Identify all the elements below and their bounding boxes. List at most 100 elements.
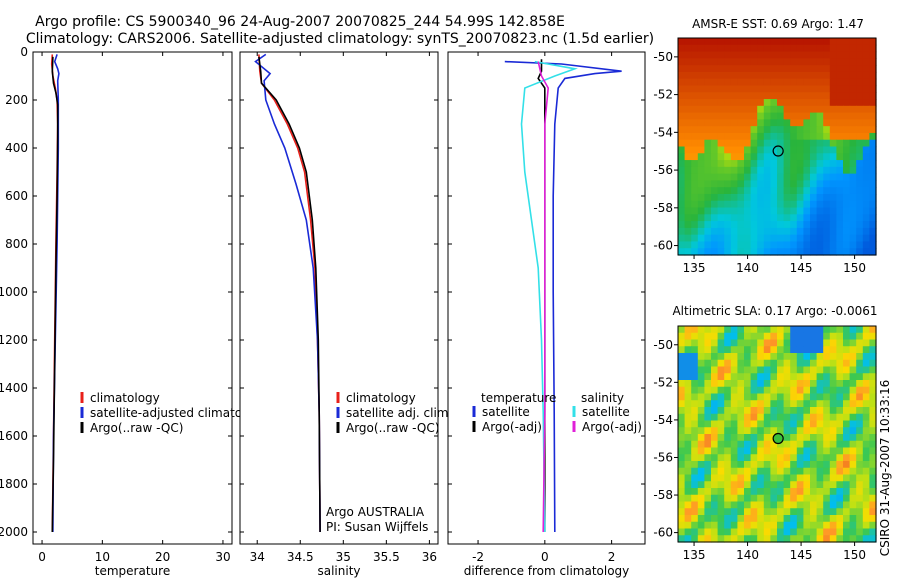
sla-heatmap-cell xyxy=(711,359,719,368)
sla-heatmap-cell xyxy=(717,474,725,482)
sla-heatmap-cell xyxy=(783,420,791,428)
sst-heatmap-cell xyxy=(750,85,758,93)
sst-heatmap-cell xyxy=(737,99,745,107)
sla-heatmap-cell xyxy=(770,386,778,395)
sst-heatmap-cell xyxy=(803,173,811,182)
sst-heatmap-cell xyxy=(724,248,732,256)
sst-heatmap-cell xyxy=(711,132,719,141)
sst-heatmap-cell xyxy=(757,105,765,114)
sla-heatmap-cell xyxy=(737,359,745,368)
sst-heatmap-cell xyxy=(869,119,877,127)
sla-heatmap-cell xyxy=(836,427,844,435)
sst-heatmap-cell xyxy=(697,119,705,127)
sst-heatmap-cell xyxy=(790,105,798,114)
depth-tick-label: 1600 xyxy=(0,429,28,443)
sla-heatmap-cell xyxy=(849,461,857,469)
sst-heatmap-cell xyxy=(783,187,791,195)
sst-heatmap-cell xyxy=(697,85,705,93)
sst-heatmap-cell xyxy=(717,92,725,100)
sla-heatmap-cell xyxy=(829,454,837,462)
sst-heatmap-cell xyxy=(770,65,778,73)
sst-heatmap-cell xyxy=(843,227,851,236)
sla-heatmap-cell xyxy=(770,326,778,334)
sla-heatmap-cell xyxy=(777,521,785,530)
sst-heatmap-cell xyxy=(691,139,699,148)
sst-heatmap-cell xyxy=(823,200,831,209)
sst-heatmap-cell xyxy=(816,44,824,53)
difference-series-line xyxy=(537,61,550,533)
sla-heatmap-cell xyxy=(849,400,857,408)
sla-heatmap-cell xyxy=(684,380,692,388)
sla-heatmap-cell xyxy=(823,386,831,395)
sst-heatmap-cell xyxy=(829,221,837,229)
sst-heatmap-cell xyxy=(724,214,732,222)
sst-heatmap-cell xyxy=(697,234,705,243)
sla-heatmap-cell xyxy=(803,407,811,415)
sst-heatmap-cell xyxy=(790,44,798,53)
sla-heatmap-cell xyxy=(816,515,824,523)
sla-heatmap-cell xyxy=(823,420,831,428)
sla-heatmap-cell xyxy=(750,508,758,516)
sla-heatmap-cell xyxy=(724,339,732,347)
sla-heatmap-cell xyxy=(790,521,798,530)
sst-heatmap-cell xyxy=(869,214,877,222)
temperature-plot-frame xyxy=(32,51,233,545)
sla-heatmap-cell xyxy=(790,467,798,476)
sst-heatmap-cell xyxy=(796,132,804,141)
sla-heatmap-cell xyxy=(678,413,686,422)
sla-heatmap-cell xyxy=(678,501,686,509)
sla-heatmap-cell xyxy=(823,413,831,422)
sst-heatmap-cell xyxy=(816,112,824,120)
sla-heatmap-cell xyxy=(803,413,811,422)
sst-heatmap-cell xyxy=(843,153,851,161)
sst-heatmap-cell xyxy=(803,214,811,222)
sst-heatmap-cell xyxy=(684,99,692,107)
sla-heatmap-cell xyxy=(803,380,811,388)
sla-heatmap-cell xyxy=(704,501,712,509)
sst-heatmap-cell xyxy=(843,105,851,114)
sst-heatmap-cell xyxy=(711,85,719,93)
sst-heatmap-cell xyxy=(823,160,831,168)
sla-heatmap-cell xyxy=(724,386,732,395)
sst-heatmap-cell xyxy=(823,105,831,114)
sst-heatmap-cell xyxy=(810,200,818,209)
sst-heatmap-cell xyxy=(816,180,824,188)
sst-heatmap-cell xyxy=(777,51,785,59)
sla-heatmap-cell xyxy=(783,447,791,455)
sst-heatmap-cell xyxy=(711,241,719,249)
sst-heatmap-cell xyxy=(869,160,877,168)
sst-heatmap-cell xyxy=(829,160,837,168)
sla-heatmap-cell xyxy=(678,528,686,536)
sla-heatmap-cell xyxy=(697,353,705,361)
sla-heatmap-cell xyxy=(678,326,686,334)
sla-heatmap-cell xyxy=(862,434,870,442)
sla-heatmap-cell xyxy=(777,501,785,509)
sst-heatmap-cell xyxy=(790,51,798,59)
sla-heatmap-cell xyxy=(836,434,844,442)
sst-heatmap-cell xyxy=(770,207,778,215)
sla-heatmap-cell xyxy=(862,373,870,381)
sst-heatmap-cell xyxy=(803,112,811,120)
sst-heatmap-cell xyxy=(684,38,692,46)
sst-heatmap-cell xyxy=(763,78,771,87)
sst-heatmap-cell xyxy=(796,227,804,236)
sla-heatmap-cell xyxy=(829,400,837,408)
sst-heatmap-cell xyxy=(757,227,765,236)
sst-heatmap-cell xyxy=(750,200,758,209)
sst-heatmap-cell xyxy=(803,44,811,53)
sla-heatmap-cell xyxy=(763,413,771,422)
sst-heatmap-cell xyxy=(849,71,857,80)
sst-heatmap-cell xyxy=(711,173,719,182)
sst-heatmap-cell xyxy=(757,248,765,256)
sst-heatmap-cell xyxy=(744,241,752,249)
sst-heatmap-cell xyxy=(829,207,837,215)
sst-heatmap-cell xyxy=(744,139,752,148)
sla-heatmap-cell xyxy=(816,474,824,482)
sst-heatmap-cell xyxy=(777,180,785,188)
sst-heatmap-cell xyxy=(730,166,738,175)
sla-heatmap-cell xyxy=(757,528,765,536)
sla-heatmap-cell xyxy=(810,481,818,489)
sst-heatmap-cell xyxy=(770,153,778,161)
sst-heatmap-cell xyxy=(790,221,798,229)
sst-heatmap-cell xyxy=(862,193,870,202)
